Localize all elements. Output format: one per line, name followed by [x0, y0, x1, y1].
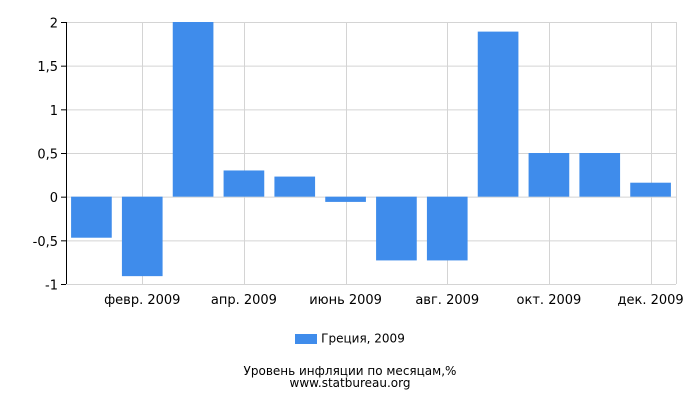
legend-label: Греция, 2009: [321, 331, 405, 346]
y-tick-label: -0,5: [33, 235, 58, 250]
x-tick-label: авг. 2009: [415, 293, 479, 308]
y-axis-ticks: -1 -0,5 0 0,5 1 1,5 2: [33, 17, 66, 294]
bar-8: [426, 196, 468, 261]
bar-7: [376, 196, 417, 261]
y-tick-label: 1,5: [37, 60, 58, 75]
y-tick-label: 2: [50, 17, 58, 32]
bar-3: [172, 22, 214, 197]
legend: Греция, 2009: [0, 331, 700, 346]
bar-11: [579, 153, 621, 197]
x-tick-label: июнь 2009: [309, 293, 382, 308]
x-tick-label: окт. 2009: [517, 293, 582, 308]
bar-12: [630, 182, 671, 197]
x-axis-ticks: февр. 2009 апр. 2009 июнь 2009 авг. 2009 окт…: [104, 293, 684, 308]
bar-10: [528, 153, 570, 197]
bar-6: [325, 196, 366, 202]
y-tick-label: 0,5: [37, 148, 58, 163]
x-tick-label: апр. 2009: [211, 293, 277, 308]
x-tick-label: февр. 2009: [104, 293, 180, 308]
y-tick-label: 0: [50, 191, 58, 206]
bar-2: [121, 196, 163, 277]
y-tick-label: -1: [45, 279, 58, 294]
grid-lines: [66, 22, 677, 285]
bar-4: [223, 170, 265, 197]
bar-5: [274, 176, 316, 197]
y-tick-label: 1: [50, 104, 58, 119]
legend-swatch: [295, 333, 318, 344]
source-caption: www.statbureau.org: [289, 376, 411, 390]
bar-9: [477, 31, 519, 197]
bar-1: [71, 196, 112, 238]
bars: [71, 22, 671, 277]
chart-caption: Уровень инфляции по месяцам,%: [243, 364, 457, 378]
x-tick-label: дек. 2009: [617, 293, 683, 308]
